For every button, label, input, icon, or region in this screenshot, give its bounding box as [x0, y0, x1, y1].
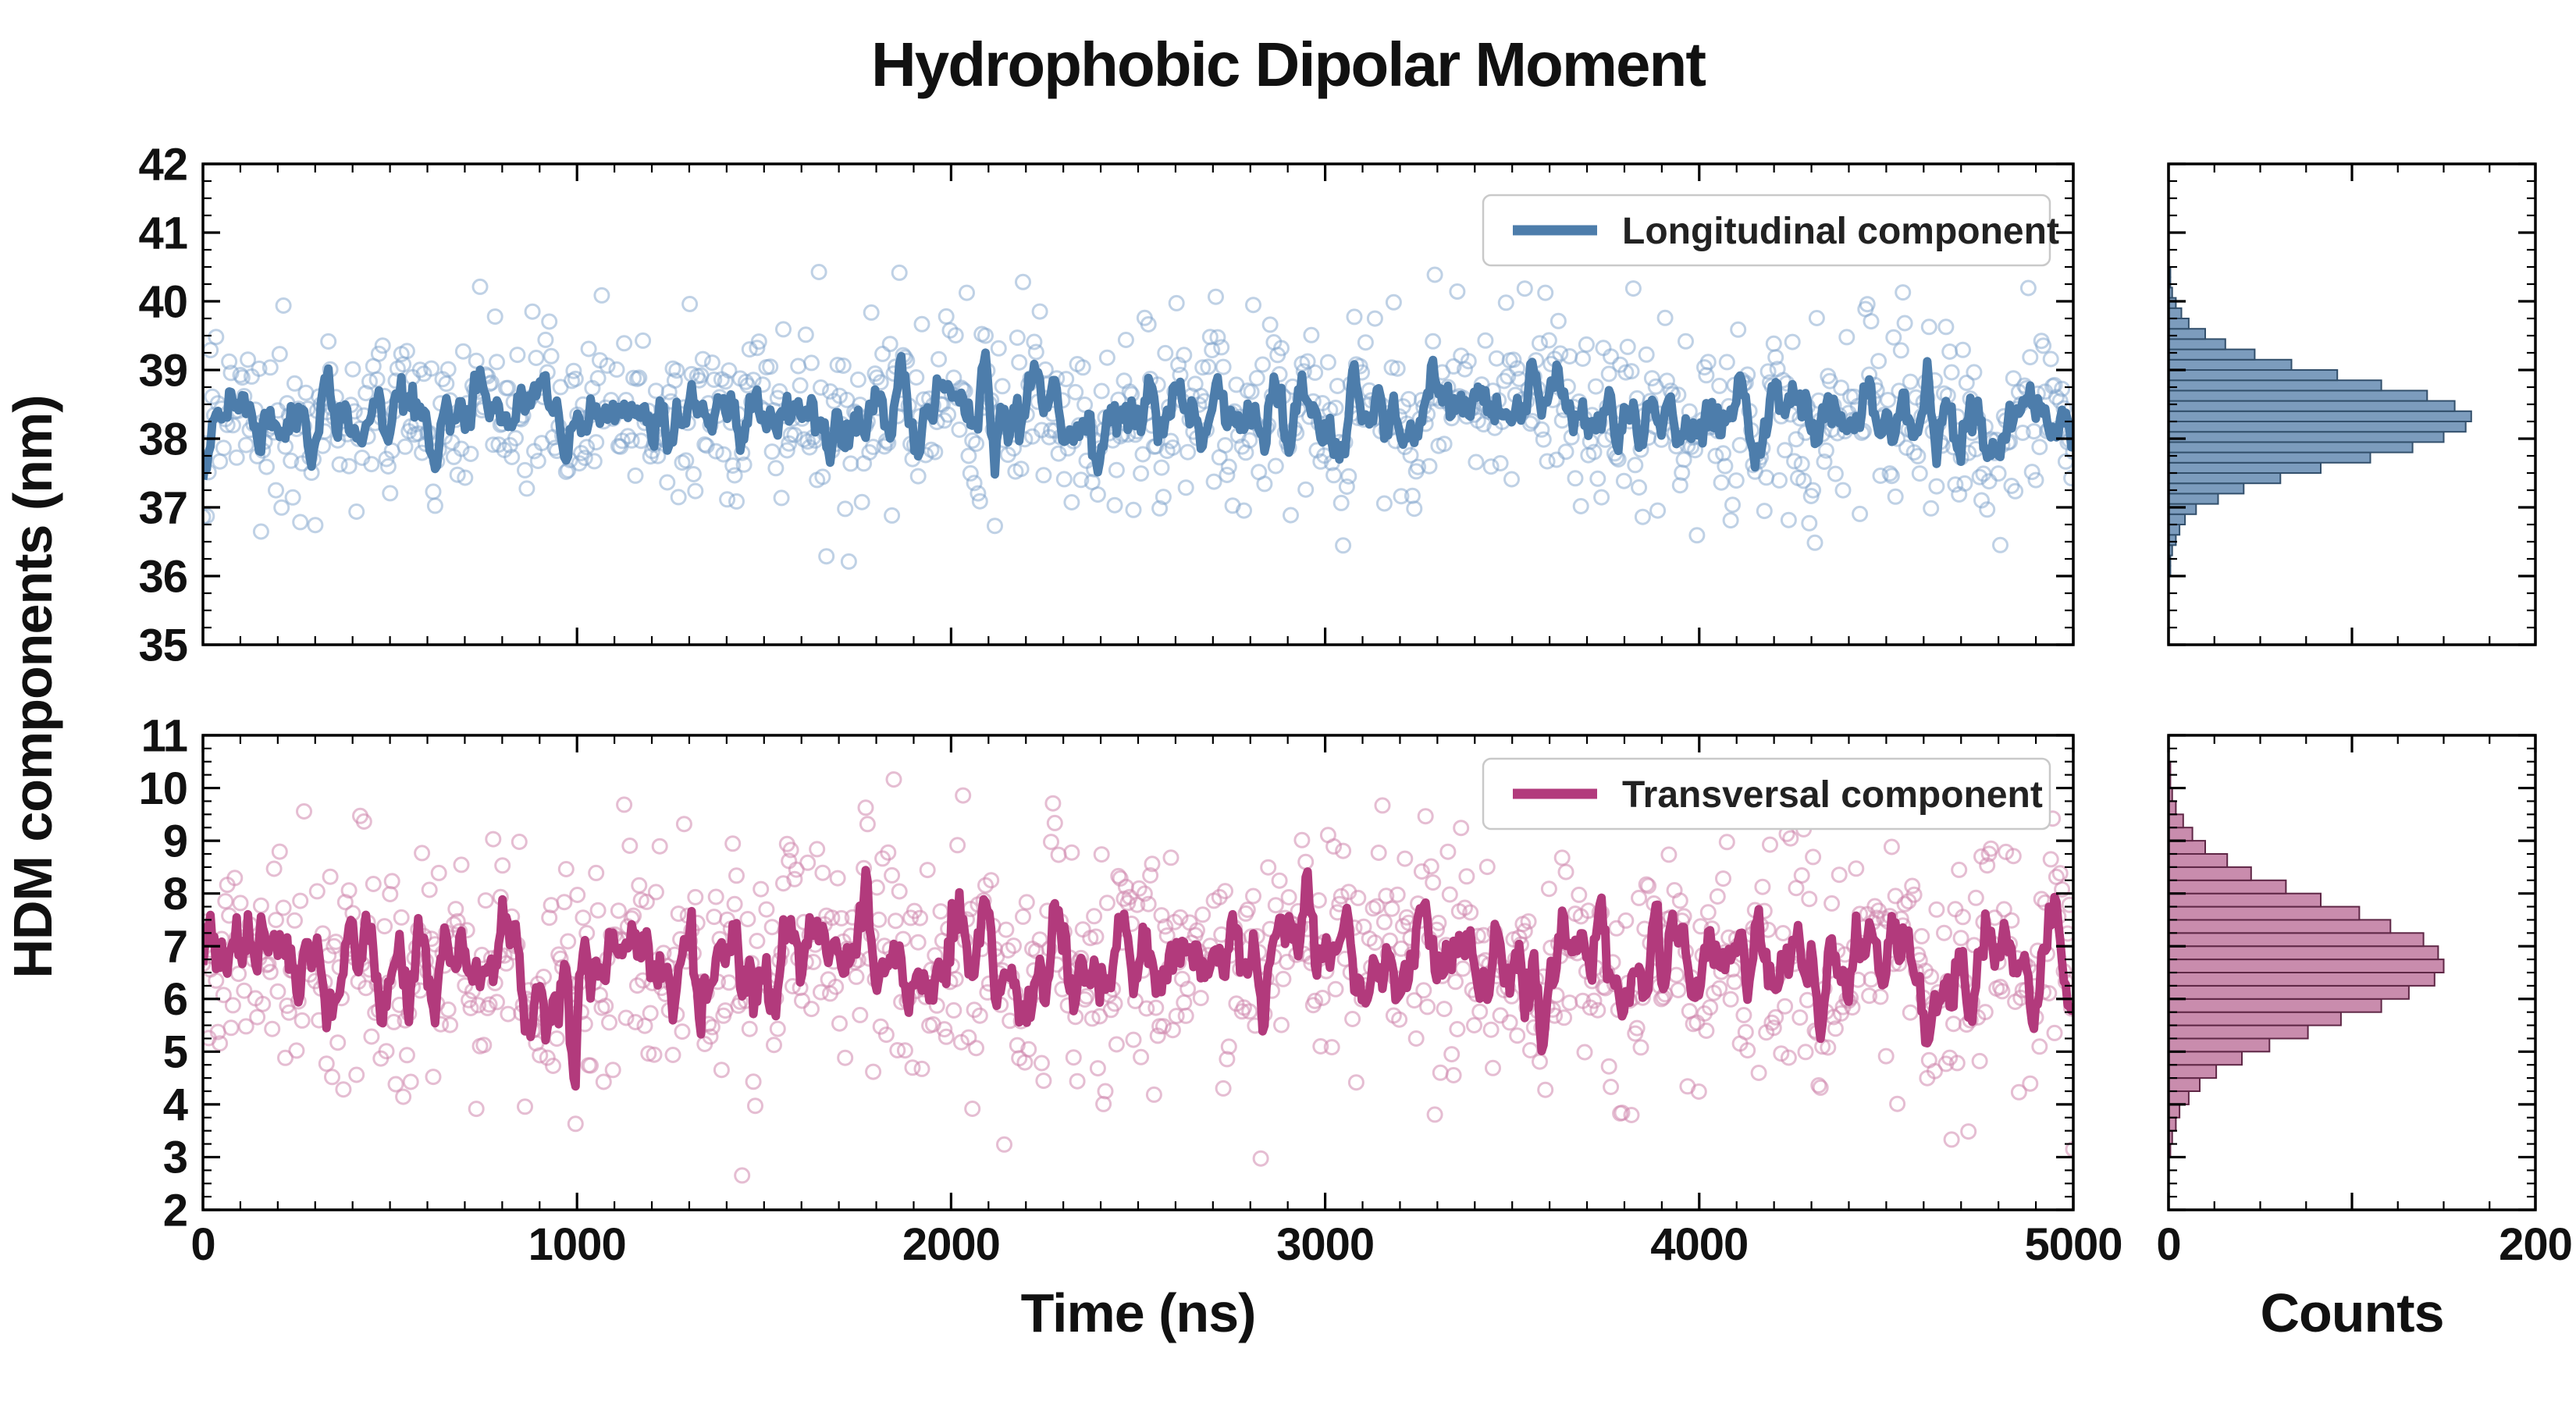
legend-longitudinal: Longitudinal component — [1482, 194, 2059, 267]
tick-label: 6 — [163, 974, 187, 1025]
legend-label-transversal: Transversal component — [1622, 774, 2043, 816]
mean-line-1 — [203, 866, 2073, 1091]
x-axis-label: Time (ns) — [1021, 1282, 1256, 1343]
tick-label: 5 — [163, 1027, 187, 1078]
tick-label: 2000 — [902, 1219, 1000, 1270]
y-axis-label: HDM components (nm) — [2, 395, 63, 978]
tick-label: 38 — [138, 414, 187, 464]
tick-label: 42 — [138, 139, 187, 190]
tick-label: 4000 — [1650, 1219, 1748, 1270]
axes-hist-0 — [2167, 162, 2537, 646]
tick-label: 40 — [138, 276, 187, 327]
tick-label: 37 — [138, 482, 187, 533]
tick-label: 36 — [138, 551, 187, 602]
tick-label: 3 — [163, 1133, 187, 1183]
tick-label: 5000 — [2024, 1219, 2122, 1270]
histogram-1 — [2169, 760, 2445, 1158]
axes-main-0: 35 36 37 38 39 40 41 42 — [138, 139, 2075, 670]
tick-label: 35 — [138, 620, 187, 670]
tick-label: 41 — [138, 208, 187, 258]
panel-spine — [2167, 162, 2537, 646]
panel-spine — [201, 162, 2075, 646]
panel-spine — [201, 734, 2075, 1211]
tick-label: 9 — [163, 816, 187, 866]
legend-box-longitudinal — [1482, 194, 2051, 267]
tick-label: 4 — [163, 1080, 188, 1130]
histogram-0 — [2169, 266, 2472, 577]
tick-label: 10 — [138, 763, 187, 814]
tick-label: 2 — [163, 1185, 187, 1236]
tick-label: 11 — [141, 710, 187, 761]
tick-label: 0 — [2156, 1219, 2180, 1270]
tick-label: 7 — [163, 922, 187, 973]
tick-label: 200 — [2499, 1219, 2572, 1270]
tick-label: 8 — [163, 869, 187, 919]
tick-label: 3000 — [1276, 1219, 1374, 1270]
hist-x-axis-label: Counts — [2260, 1282, 2443, 1343]
mean-line-0 — [203, 348, 2073, 481]
legend-transversal: Transversal component — [1482, 757, 2051, 831]
chart-title: Hydrophobic Dipolar Moment — [871, 30, 1706, 99]
panel-spine — [2167, 734, 2537, 1211]
axes-hist-1: 0 200 — [2156, 734, 2573, 1270]
tick-label: 1000 — [528, 1219, 626, 1270]
legend-box-transversal — [1482, 757, 2051, 831]
legend-label-longitudinal: Longitudinal component — [1622, 211, 2059, 252]
tick-label: 0 — [190, 1219, 215, 1270]
tick-label: 39 — [138, 345, 187, 396]
